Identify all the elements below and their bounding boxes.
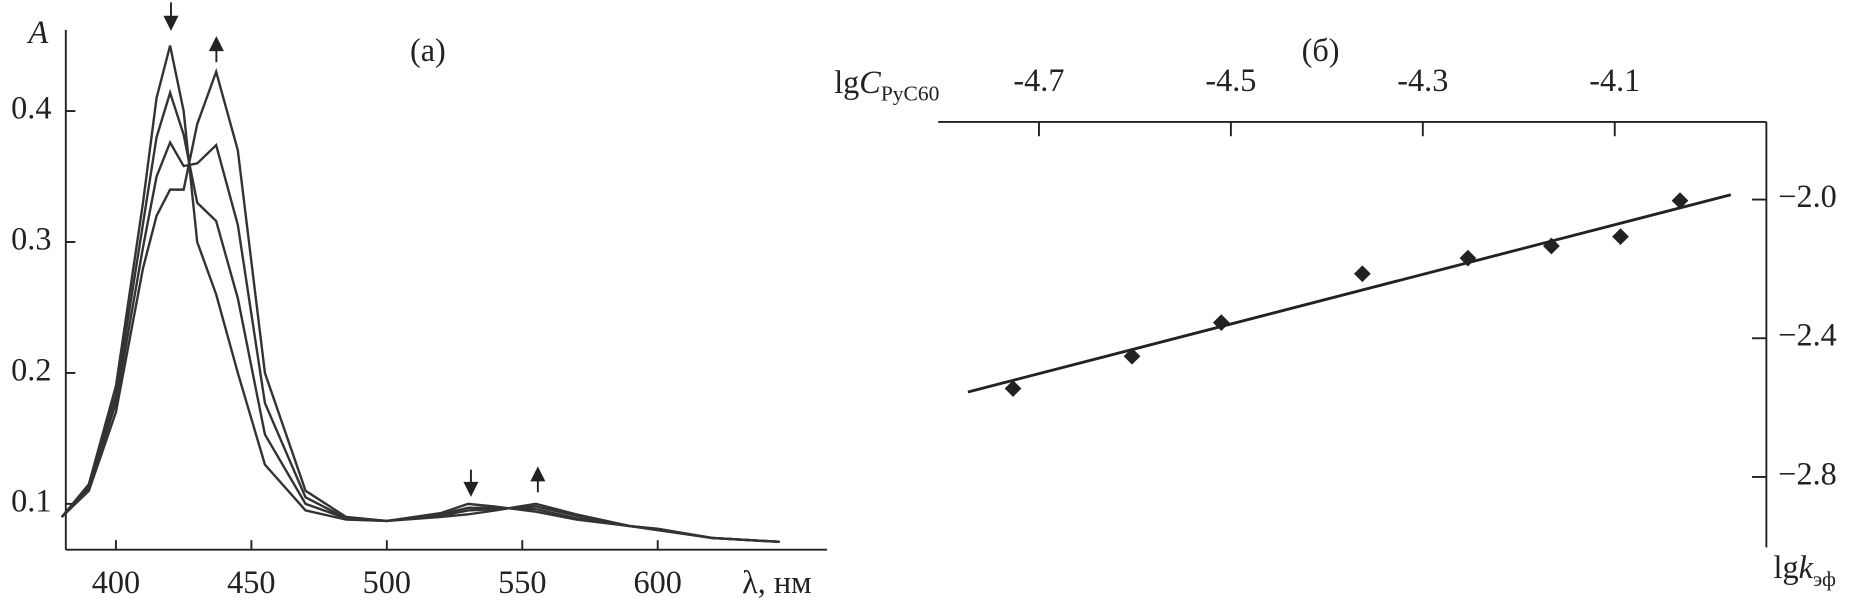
x-tick-label: -4.1 [1589,62,1640,98]
y-tick-label: −2.4 [1778,317,1837,353]
x-tick-label: 550 [498,564,546,600]
y-tick-label: 0.3 [11,220,51,256]
y-tick-label: 0.4 [11,89,51,125]
spectrum-line [60,139,780,544]
y-tick-label: −2.0 [1778,178,1837,214]
data-point [1123,347,1141,365]
label-part: k [1799,550,1814,586]
y-tick-label: −2.8 [1778,455,1837,491]
x-tick-label: 450 [227,564,275,600]
spectrum-line [60,88,780,544]
y-tick-label: 0.2 [11,351,51,387]
label-part: lg [834,64,859,100]
label-part: PyC60 [881,82,940,106]
arrows [163,2,546,497]
spectrum-line [60,67,780,544]
x-axis-label: λ, нм [742,564,811,600]
data-point [1543,237,1560,255]
x-tick-label: -4.7 [1013,62,1064,98]
label-part: lg [1774,550,1799,586]
data-point [1612,228,1629,246]
x-axis-label: lgCPyC60 [834,64,939,105]
x-tick-label: 400 [92,564,140,600]
x-tick-label: 500 [363,564,411,600]
spectrum-line [60,45,780,544]
x-tick-label: -4.3 [1397,62,1448,98]
fit-line [967,193,1732,394]
x-tick-label: -4.5 [1205,62,1256,98]
label-part: C [859,64,881,100]
y-tick-label: 0.1 [11,482,51,518]
data-point [1671,192,1689,209]
panel-title: (a) [410,32,446,68]
panel-title: (б) [1302,32,1340,68]
data-point [1353,265,1371,283]
y-axis-label: lgkэф [1774,550,1837,591]
x-tick-label: 600 [634,564,682,600]
label-part: эф [1813,567,1836,591]
y-axis-label: A [26,14,48,50]
